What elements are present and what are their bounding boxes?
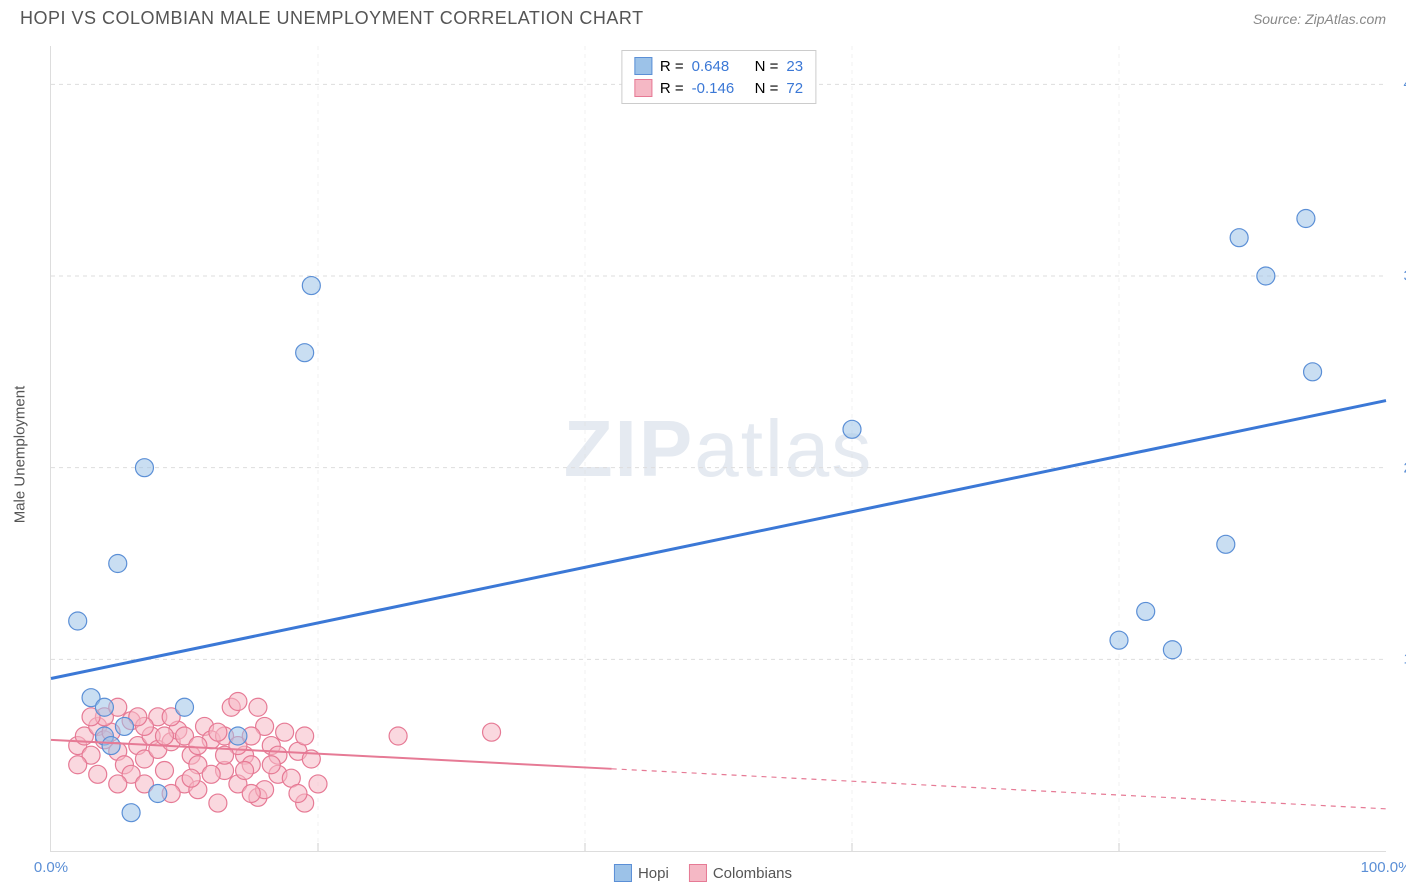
r-label: R = xyxy=(660,58,684,75)
colombians-swatch-icon xyxy=(689,864,707,882)
r-label: R = xyxy=(660,80,684,97)
n-label: N = xyxy=(755,80,779,97)
legend-row-hopi: R = 0.648 N = 23 xyxy=(634,55,803,77)
chart-title: HOPI VS COLOMBIAN MALE UNEMPLOYMENT CORR… xyxy=(20,8,644,29)
hopi-swatch-icon xyxy=(614,864,632,882)
legend-row-colombians: R = -0.146 N = 72 xyxy=(634,77,803,99)
legend-item-hopi: Hopi xyxy=(614,864,669,882)
x-tick-label: 100.0% xyxy=(1361,859,1406,876)
chart-plot-area: ZIPatlas R = 0.648 N = 23 R = -0.146 N =… xyxy=(50,46,1386,852)
colombians-n-value: 72 xyxy=(786,80,803,97)
colombians-r-value: -0.146 xyxy=(692,80,747,97)
x-tick-label: 0.0% xyxy=(34,859,68,876)
hopi-n-value: 23 xyxy=(786,58,803,75)
source-attribution: Source: ZipAtlas.com xyxy=(1253,11,1386,27)
hopi-r-value: 0.648 xyxy=(692,58,747,75)
hopi-label: Hopi xyxy=(638,865,669,882)
y-axis-title: Male Unemployment xyxy=(12,386,29,524)
hopi-swatch xyxy=(634,57,652,75)
scatter-svg xyxy=(51,46,1386,851)
legend-item-colombians: Colombians xyxy=(689,864,792,882)
colombians-swatch xyxy=(634,79,652,97)
colombians-label: Colombians xyxy=(713,865,792,882)
series-legend: Hopi Colombians xyxy=(614,864,792,882)
n-label: N = xyxy=(755,58,779,75)
correlation-legend: R = 0.648 N = 23 R = -0.146 N = 72 xyxy=(621,50,816,104)
